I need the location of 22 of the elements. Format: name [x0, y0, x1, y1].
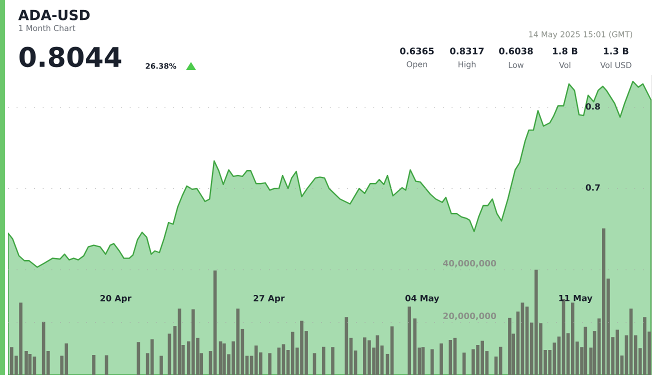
text: 1.3 B [604, 48, 628, 54]
text: 0.8044 [19, 46, 122, 68]
x-tick-label: 27 Apr [254, 294, 285, 304]
text: Vol [559, 62, 570, 68]
text: Open [406, 61, 428, 69]
chart-title: ADA-USD [18, 10, 90, 20]
text: 14 May 2025 15:01 (GMT) [529, 31, 632, 39]
y-tick-label: 0.7 [586, 184, 600, 191]
y2-tick-label: 20,000,000 [443, 312, 496, 320]
text: 1.8 B [553, 48, 578, 54]
text: 0.8317 [450, 48, 484, 54]
text: 0.6365 [400, 48, 434, 54]
text: High [458, 61, 476, 69]
chart-subtitle: 1 Month Chart [19, 24, 76, 32]
x-tick-label: 04 May [405, 294, 440, 304]
y-tick-label: 0.8 [586, 103, 600, 110]
x-tick-label: 20 Apr [100, 294, 132, 304]
text: Vol USD [600, 62, 632, 68]
y2-tick-label: 40,000,000 [443, 260, 496, 268]
x-tick-label: 11 May [559, 294, 592, 304]
text: Low [508, 62, 524, 68]
text: 0.6038 [499, 48, 533, 54]
